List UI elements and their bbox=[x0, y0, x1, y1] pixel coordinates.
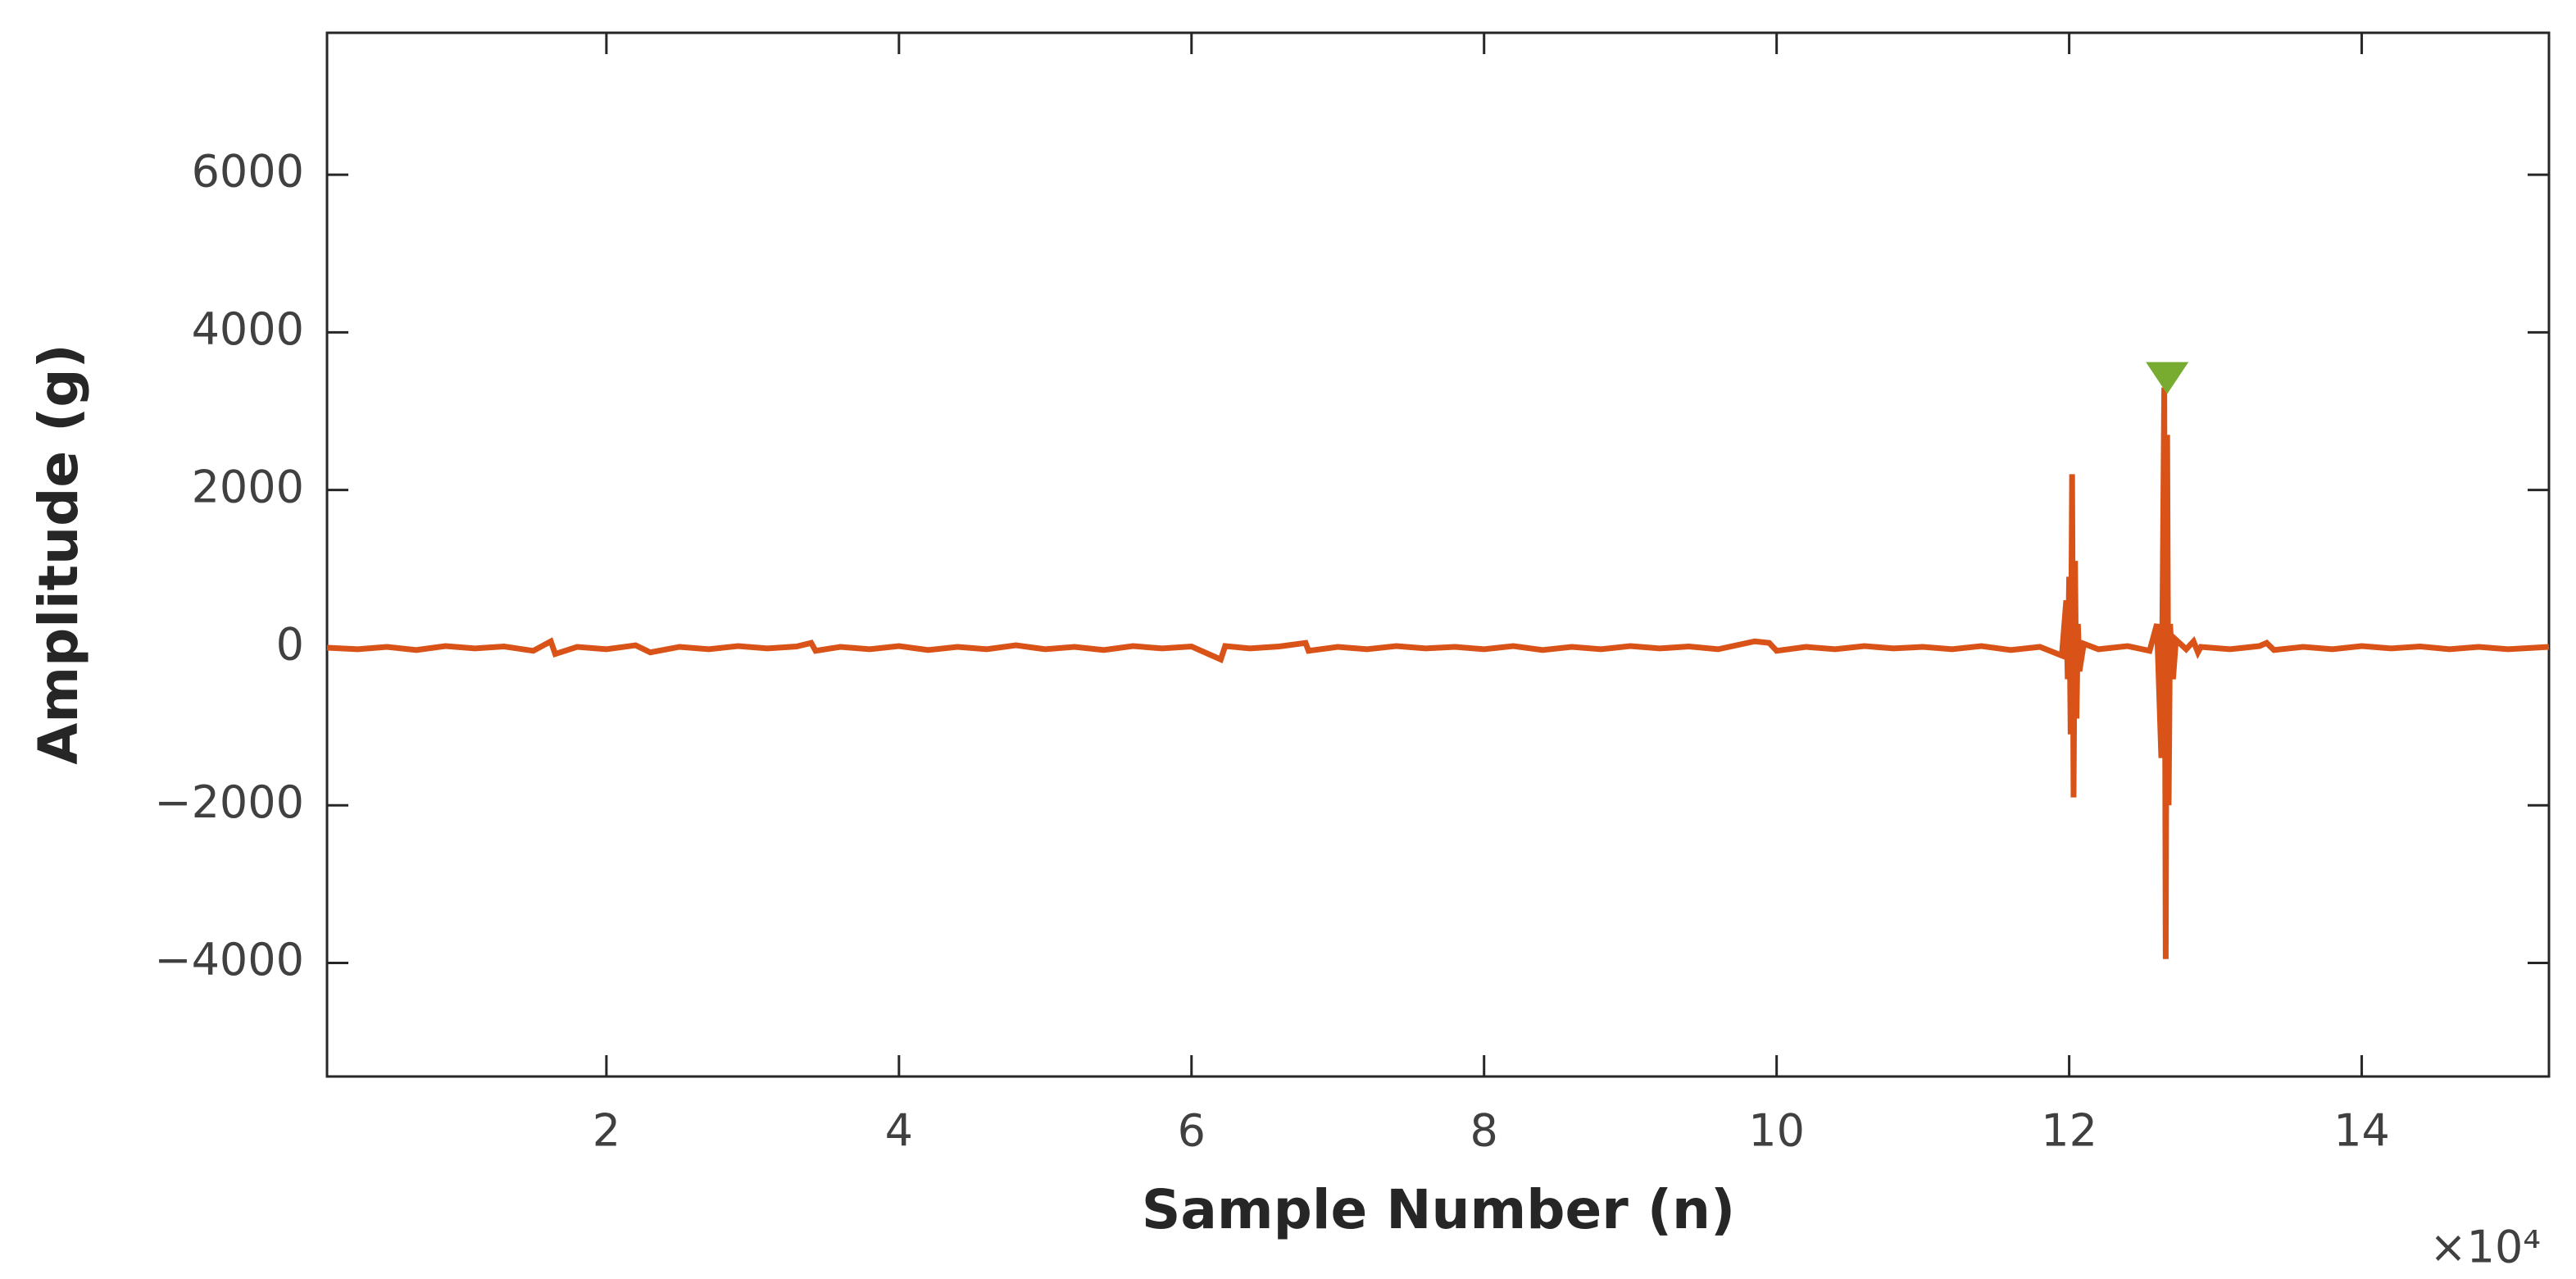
x-tick-label: 6 bbox=[1178, 1105, 1206, 1157]
x-tick-label: 2 bbox=[593, 1105, 620, 1157]
x-tick-label: 14 bbox=[2333, 1105, 2390, 1157]
peak-marker bbox=[2146, 362, 2189, 394]
signal-line bbox=[326, 387, 2550, 959]
y-axis-label: Amplitude (g) bbox=[27, 344, 90, 764]
y-tick-label: 2000 bbox=[192, 461, 304, 512]
y-tick-label: −2000 bbox=[154, 776, 304, 828]
x-tick-label: 8 bbox=[1470, 1105, 1498, 1157]
x-exponent: ×10⁴ bbox=[2429, 1222, 2541, 1273]
x-tick-label: 10 bbox=[1748, 1105, 1805, 1157]
x-tick-label: 12 bbox=[2041, 1105, 2097, 1157]
y-tick-label: −4000 bbox=[154, 934, 304, 985]
y-tick-label: 0 bbox=[276, 619, 304, 671]
x-tick-label: 4 bbox=[885, 1105, 913, 1157]
x-axis-label: Sample Number (n) bbox=[1142, 1178, 1735, 1241]
plot-box bbox=[325, 31, 2551, 1078]
y-tick-label: 4000 bbox=[192, 303, 304, 355]
y-tick-label: 6000 bbox=[192, 146, 304, 198]
